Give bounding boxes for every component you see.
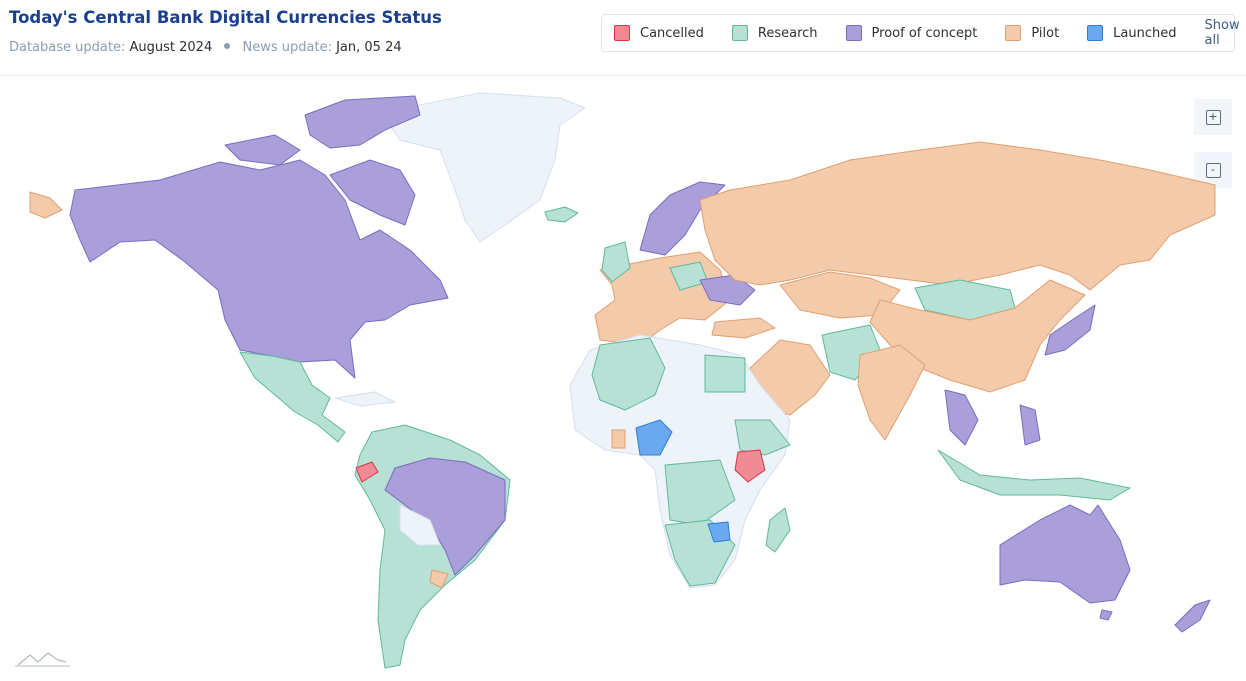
country	[1019, 404, 1041, 446]
legend-label: Research	[757, 25, 818, 41]
country	[224, 134, 301, 166]
zoom-in[interactable]: +	[1194, 99, 1232, 135]
country	[69, 159, 449, 379]
legend-swatch	[1087, 25, 1104, 41]
legend: Cancelled Research Proof of concept Pilot La…	[601, 14, 1240, 52]
legend-label: Launched	[1113, 25, 1177, 41]
news-value: Jan, 05 24	[336, 40, 402, 55]
country	[601, 241, 631, 283]
country	[699, 141, 1216, 291]
country	[591, 337, 666, 411]
country	[999, 504, 1131, 604]
country	[611, 429, 626, 449]
legend-swatch	[731, 25, 748, 41]
logo	[17, 652, 67, 666]
update-info: Database update: August 2024 News update…	[9, 40, 402, 55]
database-label: Database update:	[9, 40, 126, 55]
country	[937, 449, 1131, 501]
legend-item[interactable]: Proof of concept	[845, 25, 978, 41]
legend-swatch	[845, 25, 862, 41]
country	[384, 457, 506, 576]
country	[239, 351, 346, 443]
legend-swatch	[1005, 25, 1022, 41]
zoom-in-icon: +	[1205, 109, 1221, 125]
country	[635, 419, 673, 456]
legend-label: Pilot	[1031, 25, 1060, 41]
legend-label: Cancelled	[640, 25, 704, 41]
country	[429, 569, 449, 589]
country	[29, 191, 63, 219]
database-value: August 2024	[129, 40, 213, 55]
header: Today's Central Bank Digital Currencies …	[0, 0, 1246, 76]
country	[1044, 304, 1096, 356]
country	[329, 159, 416, 226]
country	[944, 389, 979, 446]
legend-swatch	[614, 25, 630, 41]
country	[765, 507, 791, 553]
legend-item[interactable]: Research	[731, 25, 818, 41]
country	[384, 92, 586, 243]
news-label: News update:	[242, 40, 332, 55]
separator	[224, 43, 231, 49]
country	[707, 521, 731, 543]
country	[334, 391, 396, 407]
country	[734, 449, 766, 483]
legend-label: Proof of concept	[871, 25, 978, 41]
map	[15, 92, 1216, 669]
country	[1099, 609, 1113, 621]
zoom-out-icon: -	[1205, 162, 1221, 178]
country	[1174, 599, 1211, 633]
title: Today's Central Bank Digital Currencies …	[9, 8, 442, 27]
country	[399, 504, 441, 546]
country	[711, 317, 776, 339]
country	[699, 274, 756, 306]
legend-item[interactable]: Cancelled	[614, 25, 704, 41]
country	[304, 95, 421, 149]
legend-item[interactable]: Launched	[1087, 25, 1177, 41]
show-all[interactable]: Show all	[1204, 18, 1240, 48]
country	[857, 344, 926, 441]
country	[664, 459, 736, 526]
country	[734, 419, 791, 456]
country	[355, 461, 379, 483]
country	[544, 206, 579, 223]
legend-item[interactable]: Pilot	[1005, 25, 1059, 41]
country	[704, 354, 746, 393]
